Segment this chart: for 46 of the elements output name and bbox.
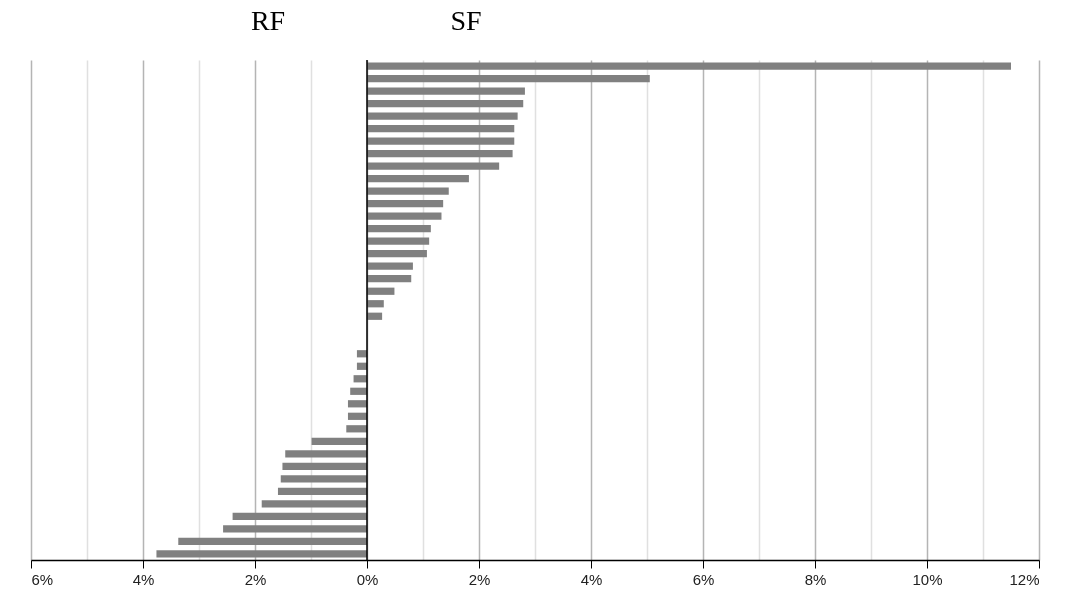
bar [223,525,367,533]
bar [367,200,444,208]
bar [367,175,469,183]
bar [232,512,367,520]
bar [367,112,518,120]
bar [367,162,500,170]
bar [277,487,367,495]
x-tick-label: 12% [1009,570,1040,588]
x-tick-label: 6% [692,570,715,588]
bar [350,387,367,395]
bar [347,400,367,408]
bar [367,287,395,295]
bar [367,137,515,145]
x-tick-label: 4% [132,570,155,588]
bar [367,300,384,308]
x-tick-label: 8% [804,570,827,588]
x-tick-label: 2% [244,570,267,588]
bar [367,87,525,95]
bar [285,450,367,458]
text: RF [250,5,286,36]
bar [367,150,513,158]
bar [261,500,367,508]
bar [367,187,449,195]
x-tick-label: 0% [356,570,379,588]
bar [282,462,367,470]
bar [156,550,367,558]
x-tick-label: 6% [31,570,54,588]
bar [347,412,367,420]
bar [367,100,524,108]
bar [367,262,413,270]
x-tick-label: 10% [912,570,943,588]
bar [367,75,650,83]
bar [367,62,1011,70]
bar [346,425,367,433]
bar [367,125,515,133]
bar [367,275,412,283]
x-tick-label: 4% [580,570,603,588]
bar [367,225,431,233]
text: SF [450,5,482,36]
bar [367,237,430,245]
bar [367,212,442,220]
x-tick-label: 2% [468,570,491,588]
bar [367,250,427,258]
bar [178,537,367,545]
bar [311,437,367,445]
bar [280,475,367,483]
